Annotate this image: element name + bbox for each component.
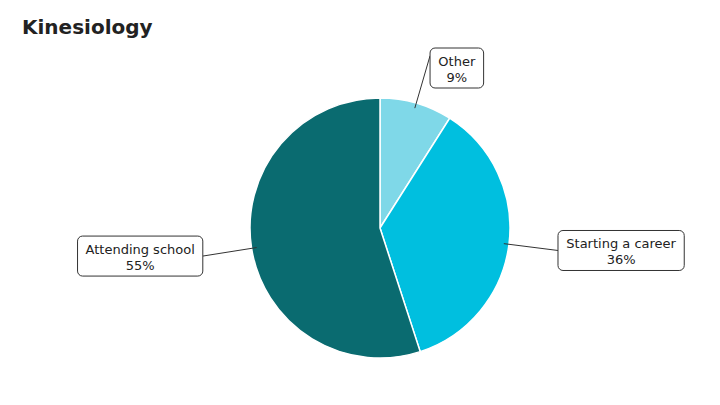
leader-line xyxy=(504,244,558,251)
slice-name: Attending school xyxy=(86,242,195,257)
label-box xyxy=(78,236,203,276)
slice-value: 9% xyxy=(447,70,468,85)
label-box xyxy=(430,48,484,88)
data-label: Other9% xyxy=(438,54,476,85)
leader-line xyxy=(203,248,257,257)
slice-name: Starting a career xyxy=(566,236,676,251)
leader-line xyxy=(415,56,430,108)
slice-value: 36% xyxy=(607,252,636,267)
slice-value: 55% xyxy=(126,258,155,273)
data-label: Attending school55% xyxy=(86,242,195,273)
data-label: Starting a career36% xyxy=(566,236,676,267)
labels: Other9% Starting a career36% Attending sch… xyxy=(78,48,685,276)
callout: Attending school55% xyxy=(78,236,257,276)
callout: Starting a career36% xyxy=(504,230,684,270)
chart: Kinesiology Other9% Starting a career36% At… xyxy=(0,0,720,405)
title: Kinesiology xyxy=(22,15,153,39)
slice-name: Other xyxy=(438,54,476,69)
label-box xyxy=(558,230,684,270)
pie-slice xyxy=(250,98,420,358)
callout: Other9% xyxy=(415,48,484,108)
slices xyxy=(250,98,510,358)
